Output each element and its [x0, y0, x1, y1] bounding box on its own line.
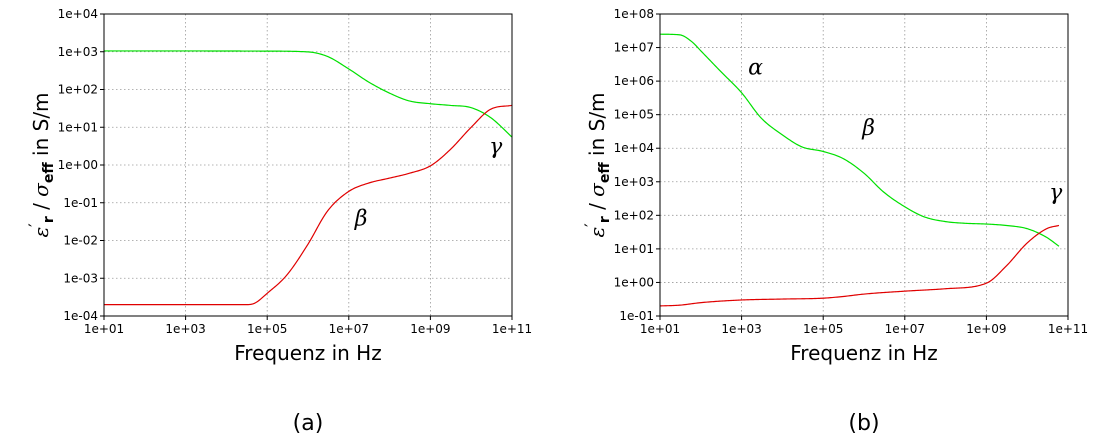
chart1-ytick-label-2: 1e+01 — [614, 242, 654, 256]
chart0-y-axis-label-part-3: / — [29, 197, 53, 216]
chart1-caption: (b) — [848, 411, 879, 436]
chart-a-svg: 1e+01 1e+03 1e+05 1e+07 1e+09 1e+11 1e-04 1e-03… — [25, 7, 532, 436]
chart0-y-axis-label: ε′r / σeff in S/m — [25, 92, 57, 237]
chart0-y-axis-label-part-0: ε — [29, 227, 53, 238]
chart0-ytick-label-1: 1e-03 — [63, 271, 98, 285]
chart1-y-axis-label-part-6: in S/m — [585, 92, 609, 162]
chart1-y-axis-label-part-2: r — [597, 216, 613, 223]
chart-b-svg: 1e+01 1e+03 1e+05 1e+07 1e+09 1e+11 1e-01 1e+00… — [581, 7, 1088, 436]
chart0-y-axis-label-part-5: eff — [41, 162, 57, 183]
chart0-ytick-label-6: 1e+02 — [58, 83, 98, 97]
chart1-xtick-label-5: 1e+11 — [1048, 322, 1088, 336]
chart0-ytick-label-5: 1e+01 — [58, 120, 98, 134]
chart1-annotation-1: β — [861, 116, 875, 141]
chart0-caption: (a) — [293, 411, 324, 436]
chart0-ytick-label-3: 1e-01 — [63, 196, 98, 210]
chart1-annotation-2: γ — [1049, 180, 1063, 205]
chart1-x-axis-label: Frequenz in Hz — [790, 341, 937, 365]
chart0-series-0-line — [104, 50, 513, 138]
chart0-ytick-label-8: 1e+04 — [58, 7, 98, 21]
chart0-x-axis-label: Frequenz in Hz — [234, 341, 381, 365]
chart1-ytick-label-6: 1e+05 — [614, 108, 654, 122]
chart1-xtick-label-4: 1e+09 — [966, 322, 1006, 336]
chart0-ytick-label-4: 1e+00 — [58, 158, 98, 172]
chart1-plot-frame — [659, 13, 1069, 317]
chart1-ytick-label-9: 1e+08 — [614, 7, 654, 21]
chart1-xtick-label-2: 1e+05 — [803, 322, 843, 336]
chart1-ytick-label-0: 1e-01 — [619, 309, 654, 323]
chart0-series-1-line — [104, 104, 513, 306]
chart-panel-a: 1e+01 1e+03 1e+05 1e+07 1e+09 1e+11 1e-04 1e-03… — [25, 7, 532, 436]
chart0-ytick-label-0: 1e-04 — [63, 309, 98, 323]
chart1-y-axis-label-part-0: ε — [585, 227, 609, 238]
chart1-ytick-label-3: 1e+02 — [614, 208, 654, 222]
chart0-ytick-label-7: 1e+03 — [58, 45, 98, 59]
chart0-xtick-label-1: 1e+03 — [165, 322, 205, 336]
chart1-ytick-label-7: 1e+06 — [614, 74, 654, 88]
chart0-xtick-label-2: 1e+05 — [247, 322, 287, 336]
chart1-y-axis-label-part-1: ′ — [581, 223, 600, 227]
chart1-ytick-label-5: 1e+04 — [614, 141, 654, 155]
chart1-y-axis-label-part-5: eff — [597, 162, 613, 183]
chart1-ytick-label-4: 1e+03 — [614, 175, 654, 189]
chart1-xtick-label-3: 1e+07 — [885, 322, 925, 336]
chart1-y-axis-label-part-3: / — [585, 197, 609, 216]
chart0-xtick-label-3: 1e+07 — [329, 322, 369, 336]
chart0-xtick-label-4: 1e+09 — [410, 322, 450, 336]
chart0-y-axis-label-part-4: σ — [29, 182, 53, 197]
chart1-y-axis-label-part-4: σ — [585, 182, 609, 197]
chart1-xtick-label-1: 1e+03 — [721, 322, 761, 336]
chart0-y-axis-label-part-6: in S/m — [29, 92, 53, 162]
chart1-xtick-label-0: 1e+01 — [640, 322, 680, 336]
chart0-annotation-0: β — [354, 206, 368, 231]
chart0-xtick-label-0: 1e+01 — [84, 322, 124, 336]
chart-panel-b: 1e+01 1e+03 1e+05 1e+07 1e+09 1e+11 1e-01 1e+00… — [548, 0, 1096, 441]
chart1-series-0-line — [659, 33, 1060, 247]
chart0-xtick-label-5: 1e+11 — [492, 322, 532, 336]
chart1-y-axis-label: ε′r / σeff in S/m — [581, 92, 613, 237]
chart0-ytick-label-2: 1e-02 — [63, 234, 98, 248]
chart1-ytick-label-1: 1e+00 — [614, 275, 654, 289]
chart1-series-1-line — [659, 224, 1060, 307]
chart0-y-axis-label-part-1: ′ — [25, 223, 44, 227]
chart0-annotation-1: γ — [489, 135, 503, 160]
chart1-annotation-0: α — [748, 55, 763, 80]
chart0-y-axis-label-part-2: r — [41, 216, 57, 223]
chart1-ytick-label-8: 1e+07 — [614, 41, 654, 55]
